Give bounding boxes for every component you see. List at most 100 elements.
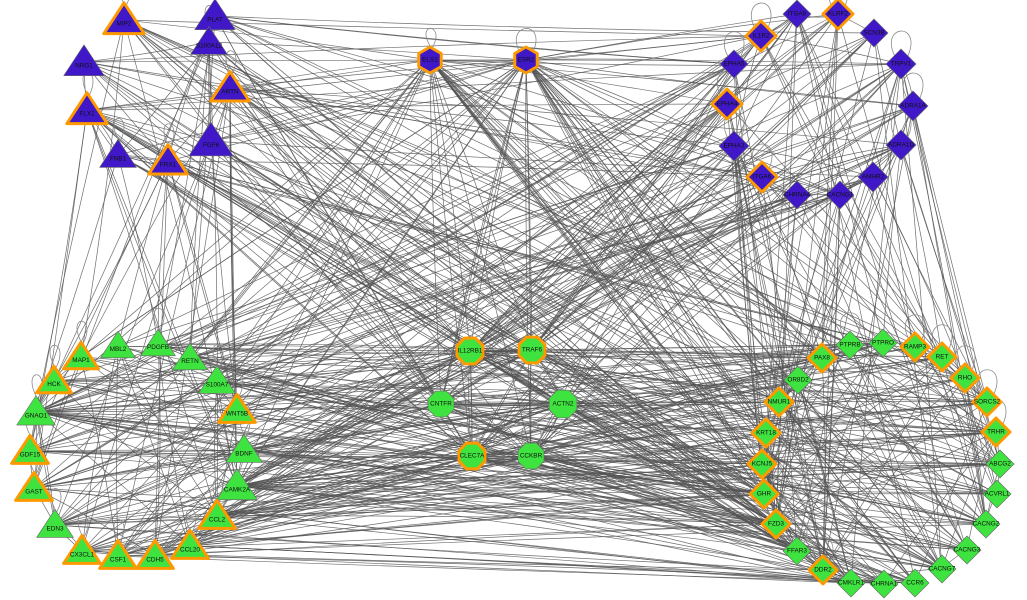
graph-node-amhr2[interactable] bbox=[857, 161, 889, 193]
node-shape-triangle[interactable] bbox=[194, 0, 236, 30]
node-shape-octagon[interactable] bbox=[548, 389, 578, 419]
graph-node-fzd3[interactable] bbox=[760, 508, 792, 540]
node-shape-triangle[interactable] bbox=[216, 468, 258, 500]
graph-node-gnao1[interactable] bbox=[16, 395, 56, 426]
node-shape-diamond[interactable] bbox=[949, 362, 981, 394]
node-shape-diamond[interactable] bbox=[821, 0, 855, 31]
graph-node-s100a12[interactable] bbox=[190, 26, 228, 55]
node-shape-diamond[interactable] bbox=[982, 479, 1012, 509]
node-shape-triangle[interactable] bbox=[172, 342, 208, 371]
graph-node-cmklr1[interactable] bbox=[836, 568, 866, 598]
node-shape-octagon[interactable] bbox=[457, 441, 487, 471]
node-shape-octagon[interactable] bbox=[427, 390, 455, 418]
graph-node-abcg2[interactable] bbox=[985, 449, 1015, 479]
node-shape-diamond[interactable] bbox=[952, 535, 982, 565]
node-shape-triangle[interactable] bbox=[10, 433, 50, 465]
graph-node-cacng1[interactable] bbox=[825, 180, 855, 210]
node-shape-triangle[interactable] bbox=[217, 392, 257, 424]
node-shape-hexagon[interactable] bbox=[513, 45, 539, 75]
node-shape-diamond[interactable] bbox=[985, 449, 1015, 479]
graph-node-cx3cl1[interactable] bbox=[62, 533, 102, 565]
graph-node-trpv1[interactable] bbox=[885, 48, 917, 80]
node-shape-triangle[interactable] bbox=[209, 70, 251, 103]
node-shape-diamond[interactable] bbox=[899, 331, 931, 363]
graph-node-klrf2[interactable] bbox=[821, 0, 855, 31]
node-shape-diamond[interactable] bbox=[980, 416, 1012, 448]
node-shape-diamond[interactable] bbox=[859, 18, 889, 48]
node-shape-triangle[interactable] bbox=[135, 538, 175, 570]
graph-node-ccl20[interactable] bbox=[170, 528, 210, 560]
graph-node-cacng2[interactable] bbox=[971, 509, 1001, 539]
node-shape-triangle[interactable] bbox=[147, 143, 189, 176]
graph-node-ccr6[interactable] bbox=[900, 568, 930, 598]
graph-node-cdh5[interactable] bbox=[135, 538, 175, 570]
node-shape-triangle[interactable] bbox=[190, 26, 228, 55]
node-shape-diamond[interactable] bbox=[719, 49, 749, 79]
node-shape-diamond[interactable] bbox=[885, 129, 917, 161]
node-shape-diamond[interactable] bbox=[900, 568, 930, 598]
node-shape-diamond[interactable] bbox=[971, 509, 1001, 539]
graph-node-cckbr[interactable] bbox=[517, 442, 545, 470]
graph-node-itga8[interactable] bbox=[782, 0, 812, 29]
graph-node-retn[interactable] bbox=[172, 342, 208, 371]
graph-node-itga6[interactable] bbox=[745, 160, 779, 194]
graph-node-plat[interactable] bbox=[194, 0, 236, 30]
graph-node-trhr[interactable] bbox=[980, 416, 1012, 448]
graph-node-nmur1[interactable] bbox=[763, 386, 795, 418]
graph-node-fgf6[interactable] bbox=[188, 121, 234, 157]
node-shape-diamond[interactable] bbox=[750, 417, 782, 449]
graph-node-edn3[interactable] bbox=[36, 509, 74, 538]
graph-node-adra1a[interactable] bbox=[897, 90, 929, 122]
node-shape-diamond[interactable] bbox=[807, 554, 839, 586]
node-shape-octagon[interactable] bbox=[517, 442, 545, 470]
graph-node-mip2[interactable] bbox=[102, 1, 146, 36]
node-shape-triangle[interactable] bbox=[35, 364, 73, 395]
graph-node-ret[interactable] bbox=[926, 341, 958, 373]
node-shape-diamond[interactable] bbox=[897, 90, 929, 122]
graph-node-pax8[interactable] bbox=[806, 342, 838, 374]
graph-node-krt18[interactable] bbox=[750, 417, 782, 449]
graph-node-gdf15[interactable] bbox=[10, 433, 50, 465]
graph-node-camk2a[interactable] bbox=[216, 468, 258, 500]
graph-node-ptpro[interactable] bbox=[868, 328, 898, 358]
node-shape-diamond[interactable] bbox=[783, 365, 813, 395]
graph-node-cntfr[interactable] bbox=[427, 390, 455, 418]
graph-node-fnb1[interactable] bbox=[99, 139, 137, 168]
node-shape-diamond[interactable] bbox=[836, 568, 866, 598]
node-shape-triangle[interactable] bbox=[14, 470, 54, 502]
graph-node-cacng3[interactable] bbox=[952, 535, 982, 565]
graph-node-csf1[interactable] bbox=[98, 538, 138, 570]
node-shape-diamond[interactable] bbox=[782, 0, 812, 29]
node-shape-hexagon[interactable] bbox=[417, 45, 443, 75]
node-layer[interactable] bbox=[10, 0, 1015, 599]
node-shape-octagon[interactable] bbox=[517, 335, 547, 365]
graph-node-nrg1[interactable] bbox=[63, 44, 105, 76]
node-shape-triangle[interactable] bbox=[99, 139, 137, 168]
node-shape-triangle[interactable] bbox=[140, 328, 176, 357]
node-shape-triangle[interactable] bbox=[63, 44, 105, 76]
graph-node-chrna4[interactable] bbox=[782, 180, 812, 210]
graph-node-ramp3[interactable] bbox=[899, 331, 931, 363]
graph-node-acvrl1[interactable] bbox=[982, 479, 1012, 509]
node-shape-octagon[interactable] bbox=[455, 336, 485, 366]
node-shape-diamond[interactable] bbox=[718, 130, 750, 162]
graph-node-artn[interactable] bbox=[209, 70, 251, 103]
node-shape-diamond[interactable] bbox=[806, 342, 838, 374]
node-shape-triangle[interactable] bbox=[197, 498, 237, 530]
node-shape-diamond[interactable] bbox=[746, 448, 778, 480]
graph-node-scn3b[interactable] bbox=[859, 18, 889, 48]
node-shape-triangle[interactable] bbox=[98, 538, 138, 570]
graph-node-epha5[interactable] bbox=[719, 49, 749, 79]
graph-node-gast[interactable] bbox=[14, 470, 54, 502]
node-shape-diamond[interactable] bbox=[825, 180, 855, 210]
graph-node-els1[interactable] bbox=[417, 45, 443, 75]
graph-node-actn2[interactable] bbox=[548, 389, 578, 419]
graph-node-cacng7[interactable] bbox=[927, 554, 957, 584]
graph-node-ghr[interactable] bbox=[748, 478, 780, 510]
graph-node-flx1[interactable] bbox=[65, 91, 109, 126]
graph-node-wnt5b[interactable] bbox=[217, 392, 257, 424]
node-shape-diamond[interactable] bbox=[971, 386, 1003, 418]
graph-node-epha4[interactable] bbox=[710, 87, 744, 121]
node-shape-triangle[interactable] bbox=[100, 330, 136, 359]
